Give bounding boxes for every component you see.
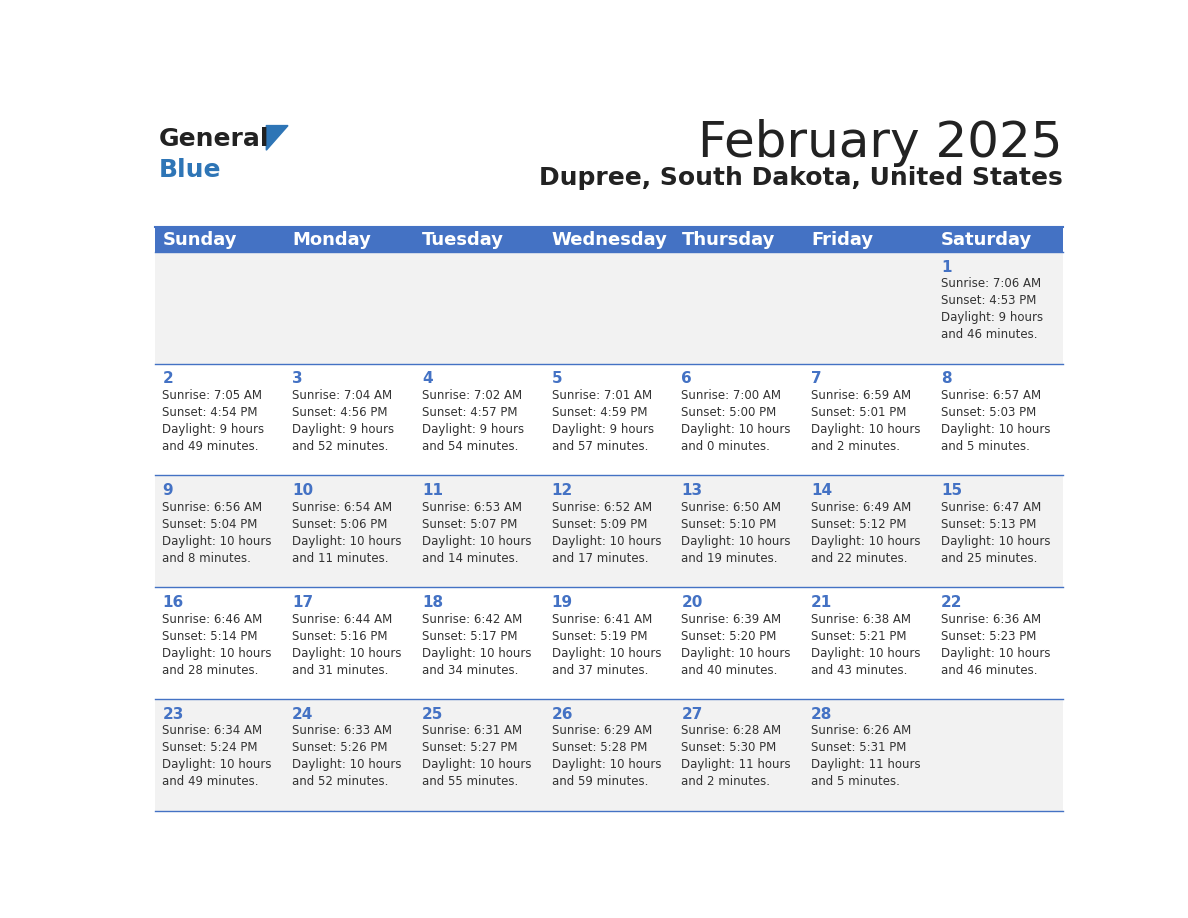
Text: 20: 20 bbox=[682, 595, 703, 610]
Text: 9: 9 bbox=[163, 483, 173, 498]
Polygon shape bbox=[266, 126, 287, 151]
Text: Sunrise: 6:28 AM
Sunset: 5:30 PM
Daylight: 11 hours
and 2 minutes.: Sunrise: 6:28 AM Sunset: 5:30 PM Dayligh… bbox=[682, 724, 791, 789]
Text: 6: 6 bbox=[682, 372, 693, 386]
Bar bbox=[154, 476, 1063, 588]
Text: Sunrise: 6:38 AM
Sunset: 5:21 PM
Daylight: 10 hours
and 43 minutes.: Sunrise: 6:38 AM Sunset: 5:21 PM Dayligh… bbox=[811, 612, 921, 677]
Text: Sunrise: 6:44 AM
Sunset: 5:16 PM
Daylight: 10 hours
and 31 minutes.: Sunrise: 6:44 AM Sunset: 5:16 PM Dayligh… bbox=[292, 612, 402, 677]
Text: Sunrise: 7:02 AM
Sunset: 4:57 PM
Daylight: 9 hours
and 54 minutes.: Sunrise: 7:02 AM Sunset: 4:57 PM Dayligh… bbox=[422, 389, 524, 453]
Text: Friday: Friday bbox=[811, 230, 873, 249]
Text: Sunrise: 6:47 AM
Sunset: 5:13 PM
Daylight: 10 hours
and 25 minutes.: Sunrise: 6:47 AM Sunset: 5:13 PM Dayligh… bbox=[941, 501, 1050, 565]
Text: Sunrise: 6:42 AM
Sunset: 5:17 PM
Daylight: 10 hours
and 34 minutes.: Sunrise: 6:42 AM Sunset: 5:17 PM Dayligh… bbox=[422, 612, 531, 677]
Text: 11: 11 bbox=[422, 483, 443, 498]
Text: 7: 7 bbox=[811, 372, 822, 386]
Text: Dupree, South Dakota, United States: Dupree, South Dakota, United States bbox=[539, 165, 1063, 190]
Text: 4: 4 bbox=[422, 372, 432, 386]
Text: 28: 28 bbox=[811, 707, 833, 722]
Text: Sunrise: 6:56 AM
Sunset: 5:04 PM
Daylight: 10 hours
and 8 minutes.: Sunrise: 6:56 AM Sunset: 5:04 PM Dayligh… bbox=[163, 501, 272, 565]
Text: 21: 21 bbox=[811, 595, 833, 610]
Text: 14: 14 bbox=[811, 483, 833, 498]
Text: 24: 24 bbox=[292, 707, 314, 722]
Text: Sunrise: 7:06 AM
Sunset: 4:53 PM
Daylight: 9 hours
and 46 minutes.: Sunrise: 7:06 AM Sunset: 4:53 PM Dayligh… bbox=[941, 277, 1043, 341]
Text: Thursday: Thursday bbox=[682, 230, 775, 249]
Text: 2: 2 bbox=[163, 372, 173, 386]
Text: 8: 8 bbox=[941, 372, 952, 386]
Text: Sunrise: 6:57 AM
Sunset: 5:03 PM
Daylight: 10 hours
and 5 minutes.: Sunrise: 6:57 AM Sunset: 5:03 PM Dayligh… bbox=[941, 389, 1050, 453]
Text: 27: 27 bbox=[682, 707, 703, 722]
Text: Sunrise: 6:26 AM
Sunset: 5:31 PM
Daylight: 11 hours
and 5 minutes.: Sunrise: 6:26 AM Sunset: 5:31 PM Dayligh… bbox=[811, 724, 921, 789]
Bar bbox=[154, 252, 1063, 364]
Text: Sunrise: 6:39 AM
Sunset: 5:20 PM
Daylight: 10 hours
and 40 minutes.: Sunrise: 6:39 AM Sunset: 5:20 PM Dayligh… bbox=[682, 612, 791, 677]
Text: 26: 26 bbox=[551, 707, 574, 722]
Text: Monday: Monday bbox=[292, 230, 371, 249]
Text: Sunrise: 6:33 AM
Sunset: 5:26 PM
Daylight: 10 hours
and 52 minutes.: Sunrise: 6:33 AM Sunset: 5:26 PM Dayligh… bbox=[292, 724, 402, 789]
Text: Sunrise: 6:36 AM
Sunset: 5:23 PM
Daylight: 10 hours
and 46 minutes.: Sunrise: 6:36 AM Sunset: 5:23 PM Dayligh… bbox=[941, 612, 1050, 677]
Text: Sunrise: 6:52 AM
Sunset: 5:09 PM
Daylight: 10 hours
and 17 minutes.: Sunrise: 6:52 AM Sunset: 5:09 PM Dayligh… bbox=[551, 501, 662, 565]
Text: 12: 12 bbox=[551, 483, 573, 498]
Text: Sunrise: 6:54 AM
Sunset: 5:06 PM
Daylight: 10 hours
and 11 minutes.: Sunrise: 6:54 AM Sunset: 5:06 PM Dayligh… bbox=[292, 501, 402, 565]
Text: 19: 19 bbox=[551, 595, 573, 610]
Text: 3: 3 bbox=[292, 372, 303, 386]
Bar bbox=[154, 588, 1063, 699]
Text: 23: 23 bbox=[163, 707, 184, 722]
Text: Sunrise: 7:00 AM
Sunset: 5:00 PM
Daylight: 10 hours
and 0 minutes.: Sunrise: 7:00 AM Sunset: 5:00 PM Dayligh… bbox=[682, 389, 791, 453]
Text: 15: 15 bbox=[941, 483, 962, 498]
Text: Sunrise: 6:49 AM
Sunset: 5:12 PM
Daylight: 10 hours
and 22 minutes.: Sunrise: 6:49 AM Sunset: 5:12 PM Dayligh… bbox=[811, 501, 921, 565]
Text: Sunrise: 6:50 AM
Sunset: 5:10 PM
Daylight: 10 hours
and 19 minutes.: Sunrise: 6:50 AM Sunset: 5:10 PM Dayligh… bbox=[682, 501, 791, 565]
Text: Sunrise: 6:59 AM
Sunset: 5:01 PM
Daylight: 10 hours
and 2 minutes.: Sunrise: 6:59 AM Sunset: 5:01 PM Dayligh… bbox=[811, 389, 921, 453]
Text: Sunrise: 7:01 AM
Sunset: 4:59 PM
Daylight: 9 hours
and 57 minutes.: Sunrise: 7:01 AM Sunset: 4:59 PM Dayligh… bbox=[551, 389, 653, 453]
Text: Saturday: Saturday bbox=[941, 230, 1032, 249]
Bar bbox=[154, 364, 1063, 476]
Text: 22: 22 bbox=[941, 595, 962, 610]
Text: 5: 5 bbox=[551, 372, 562, 386]
Text: Blue: Blue bbox=[158, 158, 221, 182]
Text: 25: 25 bbox=[422, 707, 443, 722]
Text: Sunrise: 7:05 AM
Sunset: 4:54 PM
Daylight: 9 hours
and 49 minutes.: Sunrise: 7:05 AM Sunset: 4:54 PM Dayligh… bbox=[163, 389, 265, 453]
Text: 1: 1 bbox=[941, 260, 952, 274]
Bar bbox=[154, 699, 1063, 811]
Text: General: General bbox=[158, 127, 268, 151]
Text: Sunrise: 6:53 AM
Sunset: 5:07 PM
Daylight: 10 hours
and 14 minutes.: Sunrise: 6:53 AM Sunset: 5:07 PM Dayligh… bbox=[422, 501, 531, 565]
Text: Sunrise: 6:41 AM
Sunset: 5:19 PM
Daylight: 10 hours
and 37 minutes.: Sunrise: 6:41 AM Sunset: 5:19 PM Dayligh… bbox=[551, 612, 662, 677]
Text: Sunrise: 6:31 AM
Sunset: 5:27 PM
Daylight: 10 hours
and 55 minutes.: Sunrise: 6:31 AM Sunset: 5:27 PM Dayligh… bbox=[422, 724, 531, 789]
Text: 13: 13 bbox=[682, 483, 702, 498]
Text: Sunday: Sunday bbox=[163, 230, 236, 249]
Text: Sunrise: 6:29 AM
Sunset: 5:28 PM
Daylight: 10 hours
and 59 minutes.: Sunrise: 6:29 AM Sunset: 5:28 PM Dayligh… bbox=[551, 724, 662, 789]
Text: 17: 17 bbox=[292, 595, 314, 610]
Bar bbox=[154, 227, 1063, 252]
Text: Sunrise: 6:34 AM
Sunset: 5:24 PM
Daylight: 10 hours
and 49 minutes.: Sunrise: 6:34 AM Sunset: 5:24 PM Dayligh… bbox=[163, 724, 272, 789]
Text: 16: 16 bbox=[163, 595, 184, 610]
Text: Sunrise: 7:04 AM
Sunset: 4:56 PM
Daylight: 9 hours
and 52 minutes.: Sunrise: 7:04 AM Sunset: 4:56 PM Dayligh… bbox=[292, 389, 394, 453]
Text: Tuesday: Tuesday bbox=[422, 230, 504, 249]
Text: February 2025: February 2025 bbox=[699, 119, 1063, 167]
Text: 10: 10 bbox=[292, 483, 314, 498]
Text: Wednesday: Wednesday bbox=[551, 230, 668, 249]
Text: Sunrise: 6:46 AM
Sunset: 5:14 PM
Daylight: 10 hours
and 28 minutes.: Sunrise: 6:46 AM Sunset: 5:14 PM Dayligh… bbox=[163, 612, 272, 677]
Text: 18: 18 bbox=[422, 595, 443, 610]
